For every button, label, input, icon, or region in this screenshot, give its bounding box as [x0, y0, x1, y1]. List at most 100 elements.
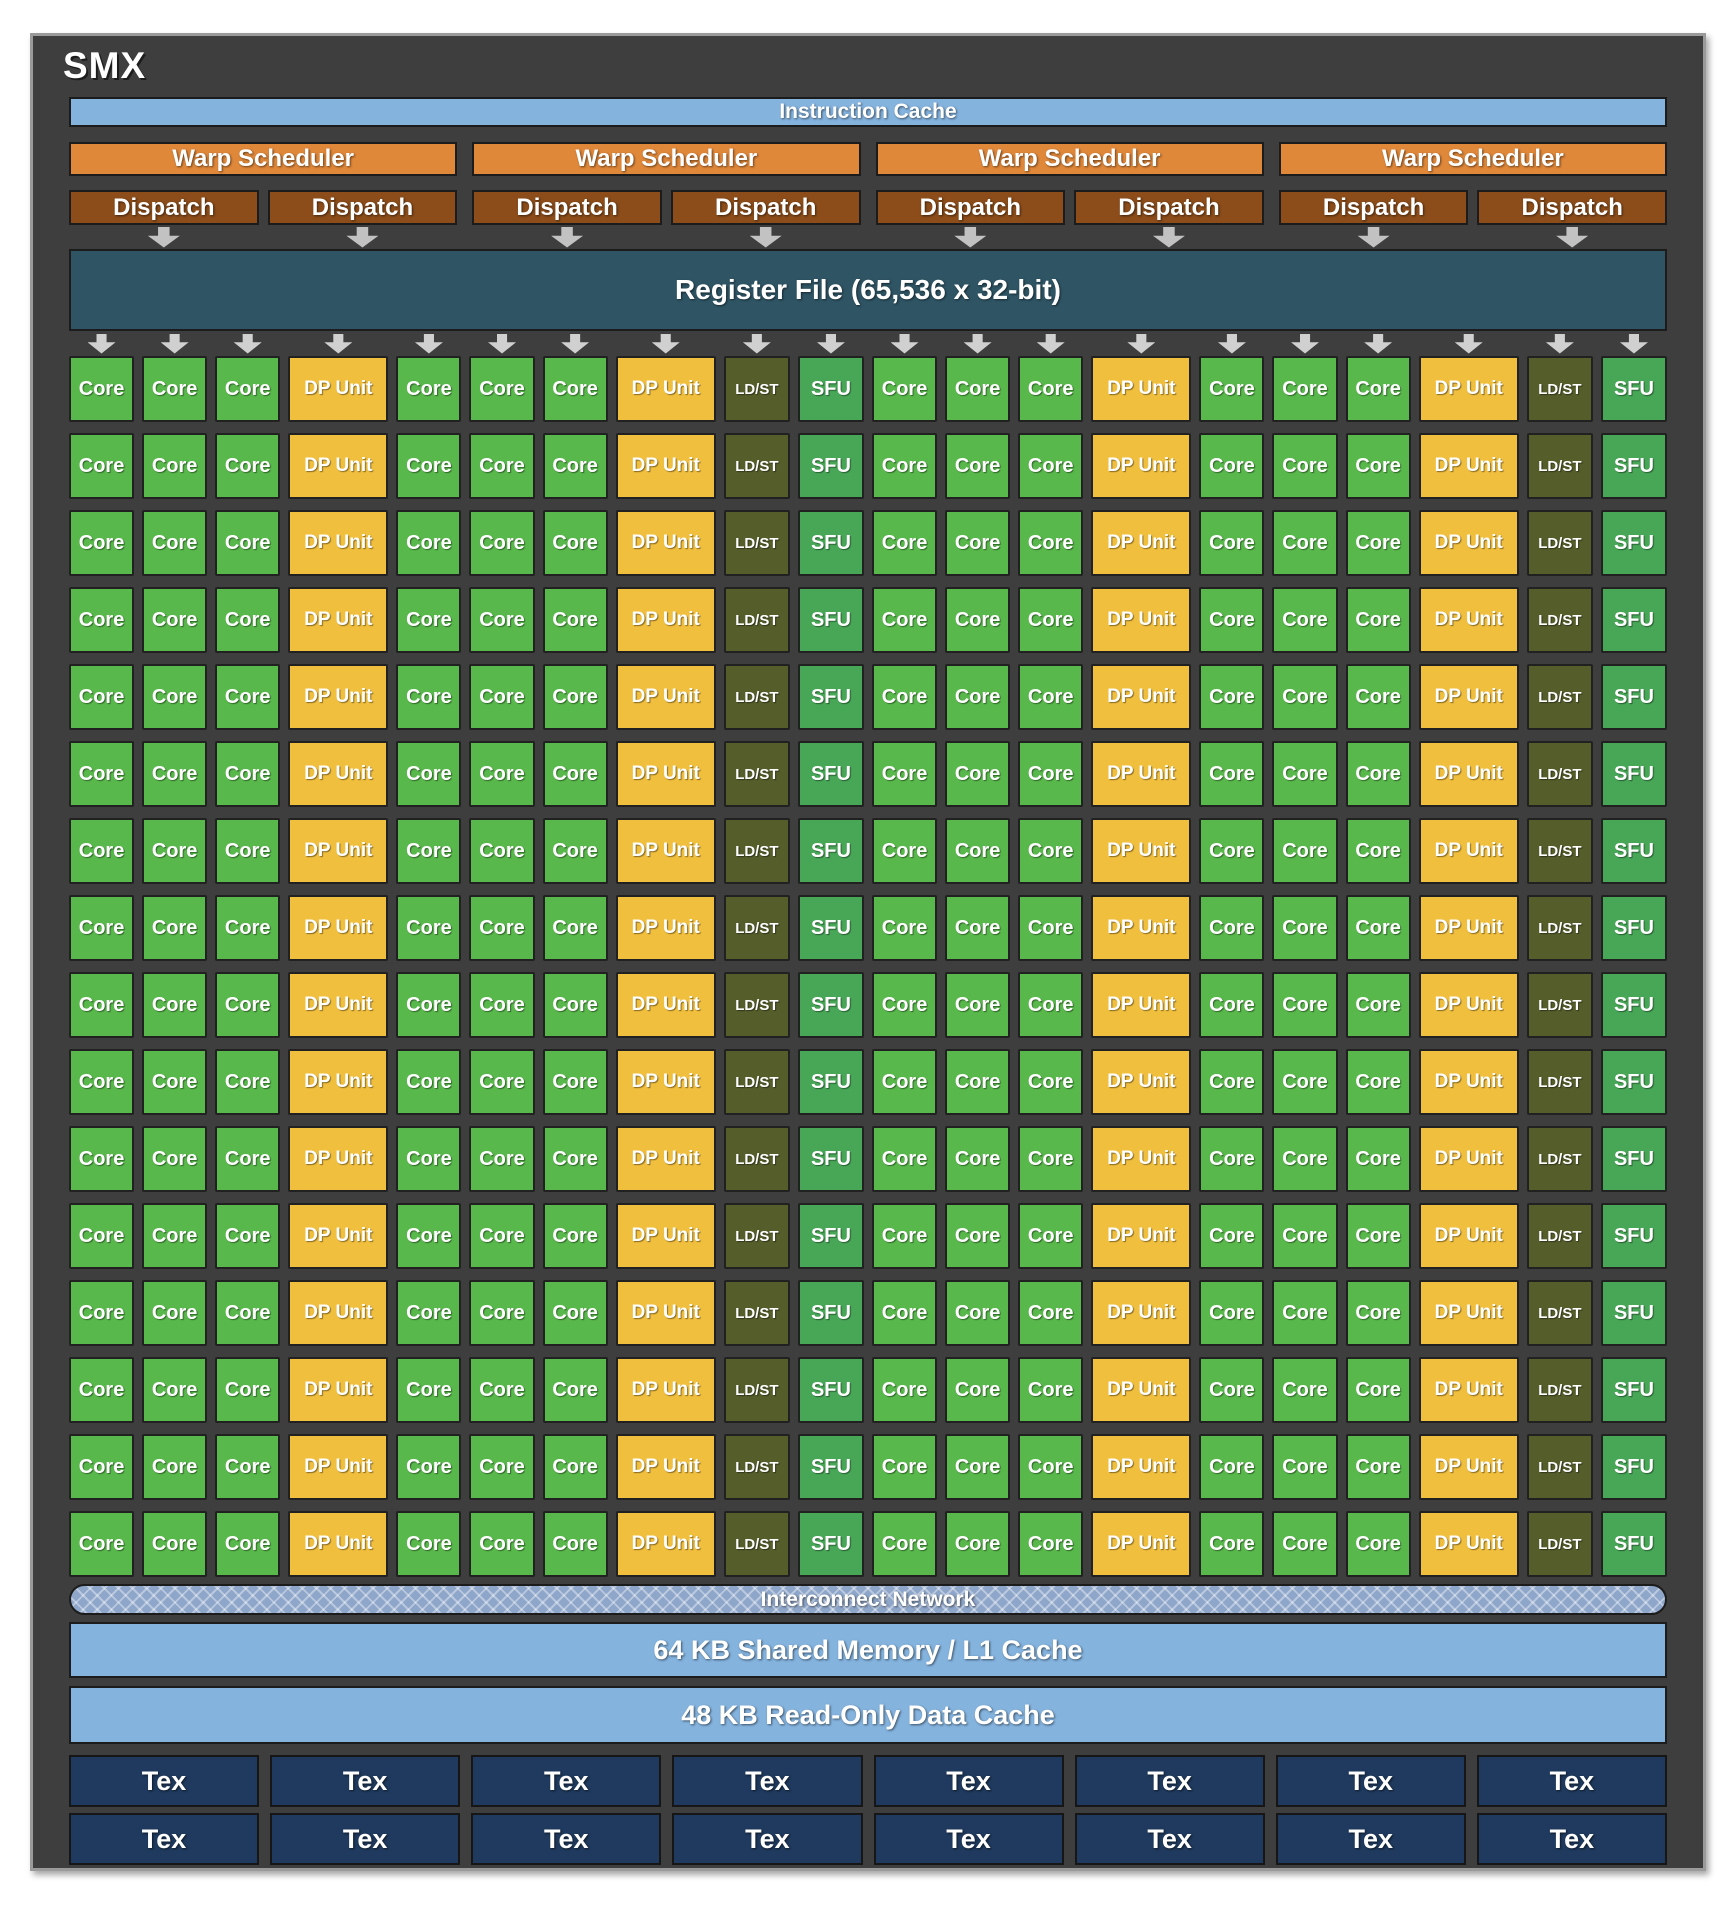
core-cell: Core [945, 1126, 1011, 1192]
core-cell: Core [469, 1434, 535, 1500]
dp-unit-cell: DP Unit [1418, 1126, 1519, 1192]
core-cell: Core [142, 818, 208, 884]
core-cell: Core [872, 895, 938, 961]
core-cell: Core [469, 1511, 535, 1577]
dp-unit-cell: DP Unit [615, 1126, 716, 1192]
dp-unit-cell: DP Unit [1418, 587, 1519, 653]
core-cell: Core [215, 1511, 281, 1577]
ld-st-cell: LD/ST [1526, 664, 1593, 730]
down-arrow-icon [651, 333, 680, 354]
core-cell: Core [1018, 664, 1084, 730]
dp-unit-cell: DP Unit [615, 1280, 716, 1346]
core-cell: Core [215, 1357, 281, 1423]
sfu-cell: SFU [1600, 1203, 1667, 1269]
arrow-slot [472, 226, 662, 248]
core-cell: Core [142, 1049, 208, 1115]
sfu-cell: SFU [797, 1203, 864, 1269]
core-cell: Core [1345, 664, 1411, 730]
dp-unit-cell: DP Unit [1091, 1049, 1192, 1115]
register-file-label: Register File (65,536 x 32-bit) [675, 274, 1061, 305]
core-cell: Core [215, 356, 281, 422]
dp-unit-cell: DP Unit [1091, 1203, 1192, 1269]
core-cell: Core [142, 1357, 208, 1423]
core-cell: Core [1345, 510, 1411, 576]
tex-unit: Tex [69, 1755, 260, 1807]
core-cell: Core [542, 818, 608, 884]
core-cell: Core [69, 741, 135, 807]
core-cell: Core [872, 1203, 938, 1269]
core-cell: Core [1272, 818, 1338, 884]
dp-unit-cell: DP Unit [1091, 818, 1192, 884]
core-cell: Core [469, 895, 535, 961]
ld-st-cell: LD/ST [1526, 1357, 1593, 1423]
tex-unit: Tex [1476, 1755, 1667, 1807]
arrow-slot [543, 333, 608, 354]
core-cell: Core [1345, 1126, 1411, 1192]
interconnect-network-bar: Interconnect Network [69, 1584, 1667, 1615]
smx-panel: SMX Instruction Cache Warp Scheduler Warp… [30, 33, 1706, 1871]
core-cell: Core [1345, 972, 1411, 1038]
core-cell: Core [1199, 972, 1265, 1038]
core-cell: Core [215, 1203, 281, 1269]
dispatch-group: Dispatch Dispatch [875, 190, 1264, 225]
core-cell: Core [542, 664, 608, 730]
arrow-slot [1601, 333, 1667, 354]
dp-unit-cell: DP Unit [288, 1049, 389, 1115]
core-cell: Core [142, 895, 208, 961]
arrow-slot [1527, 333, 1593, 354]
dispatch-unit: Dispatch [267, 190, 458, 225]
ld-st-cell: LD/ST [1526, 1280, 1593, 1346]
sfu-cell: SFU [797, 1126, 864, 1192]
instruction-cache-label: Instruction Cache [779, 100, 957, 123]
core-cell: Core [945, 1357, 1011, 1423]
sfu-cell: SFU [1600, 741, 1667, 807]
core-cell: Core [872, 664, 938, 730]
core-cell: Core [215, 433, 281, 499]
warp-scheduler: Warp Scheduler [69, 142, 458, 176]
core-cell: Core [396, 1126, 462, 1192]
core-cell: Core [69, 510, 135, 576]
ld-st-cell: LD/ST [1526, 818, 1593, 884]
core-cell: Core [142, 356, 208, 422]
core-cell: Core [542, 356, 608, 422]
core-cell: Core [1345, 433, 1411, 499]
core-cell: Core [215, 664, 281, 730]
interconnect-network-label: Interconnect Network [760, 1587, 976, 1611]
arrow-slot [876, 226, 1066, 248]
core-cell: Core [542, 587, 608, 653]
core-cell: Core [396, 895, 462, 961]
core-cell: Core [1018, 433, 1084, 499]
core-cell: Core [1199, 895, 1265, 961]
core-cell: Core [1272, 356, 1338, 422]
arrow-slot [945, 333, 1010, 354]
dispatch-group: Dispatch Dispatch [69, 190, 458, 225]
core-cell: Core [1199, 433, 1265, 499]
dp-unit-cell: DP Unit [1418, 895, 1519, 961]
core-cell: Core [215, 1049, 281, 1115]
core-cell: Core [542, 1280, 608, 1346]
core-cell: Core [215, 1126, 281, 1192]
dp-unit-cell: DP Unit [288, 664, 389, 730]
down-arrow-icon [954, 226, 987, 248]
dp-unit-cell: DP Unit [288, 1357, 389, 1423]
tex-unit: Tex [873, 1755, 1064, 1807]
tex-unit: Tex [69, 1813, 260, 1865]
core-cell: Core [1018, 587, 1084, 653]
sfu-cell: SFU [1600, 1511, 1667, 1577]
arrow-slot [69, 333, 134, 354]
down-arrow-icon [1291, 333, 1320, 354]
core-cell: Core [1199, 1203, 1265, 1269]
core-cell: Core [469, 510, 535, 576]
dp-unit-cell: DP Unit [1418, 1511, 1519, 1577]
ld-st-cell: LD/ST [1526, 1126, 1593, 1192]
core-cell: Core [142, 972, 208, 1038]
dp-unit-cell: DP Unit [288, 433, 389, 499]
dp-unit-cell: DP Unit [615, 972, 716, 1038]
core-cell: Core [1345, 818, 1411, 884]
core-cell: Core [396, 356, 462, 422]
dp-unit-cell: DP Unit [1418, 510, 1519, 576]
core-cell: Core [469, 1049, 535, 1115]
dispatch-unit: Dispatch [1477, 190, 1667, 225]
core-cell: Core [396, 1049, 462, 1115]
core-cell: Core [945, 510, 1011, 576]
